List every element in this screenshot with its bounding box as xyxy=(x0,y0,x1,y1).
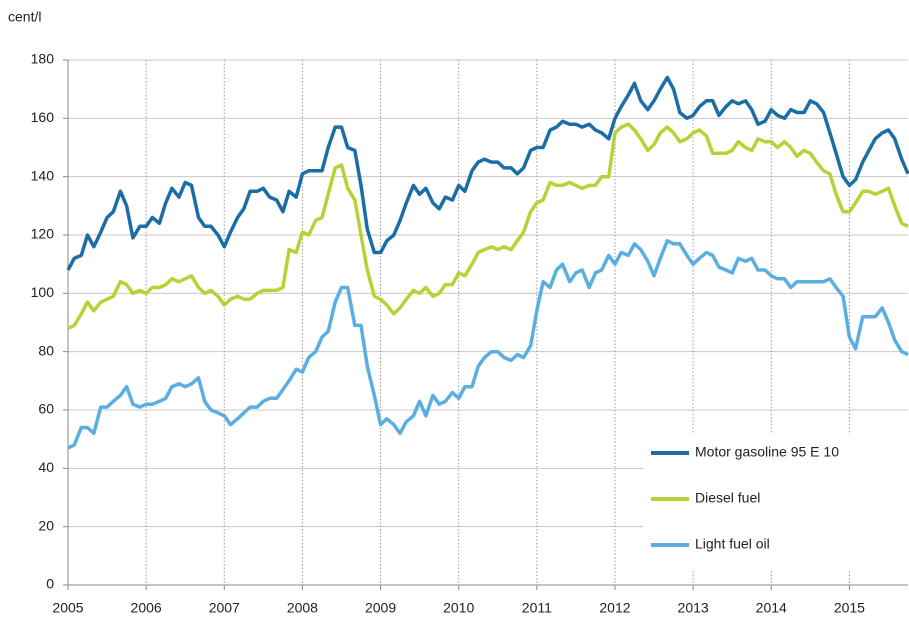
y-tick-label: 100 xyxy=(31,284,55,300)
x-tick-label: 2009 xyxy=(365,600,396,616)
x-tick-label: 2010 xyxy=(443,600,474,616)
legend-label: Light fuel oil xyxy=(695,536,770,552)
legend-label: Diesel fuel xyxy=(695,490,760,506)
y-tick-label: 60 xyxy=(38,401,54,417)
y-tick-label: 0 xyxy=(46,576,54,592)
x-tick-label: 2011 xyxy=(522,600,552,616)
x-tick-label: 2013 xyxy=(678,600,709,616)
x-tick-label: 2014 xyxy=(756,600,787,616)
y-tick-label: 160 xyxy=(31,109,55,125)
x-tick-label: 2015 xyxy=(834,600,865,616)
legend-label: Motor gasoline 95 E 10 xyxy=(695,444,839,460)
y-axis-label: cent/l xyxy=(8,9,41,25)
y-tick-label: 40 xyxy=(38,459,54,475)
y-tick-label: 20 xyxy=(38,517,54,533)
x-tick-label: 2006 xyxy=(131,600,162,616)
x-tick-label: 2007 xyxy=(209,600,240,616)
y-tick-label: 80 xyxy=(38,342,54,358)
data-line xyxy=(66,75,909,271)
x-tick-label: 2008 xyxy=(287,600,318,616)
y-tick-label: 120 xyxy=(31,226,55,242)
legend-box xyxy=(643,433,908,571)
x-tick-label: 2012 xyxy=(599,600,630,616)
data-line xyxy=(67,239,909,450)
x-tick-label: 2005 xyxy=(52,600,83,616)
y-tick-label: 180 xyxy=(31,51,55,67)
data-line xyxy=(67,122,909,330)
y-tick-label: 140 xyxy=(31,167,55,183)
